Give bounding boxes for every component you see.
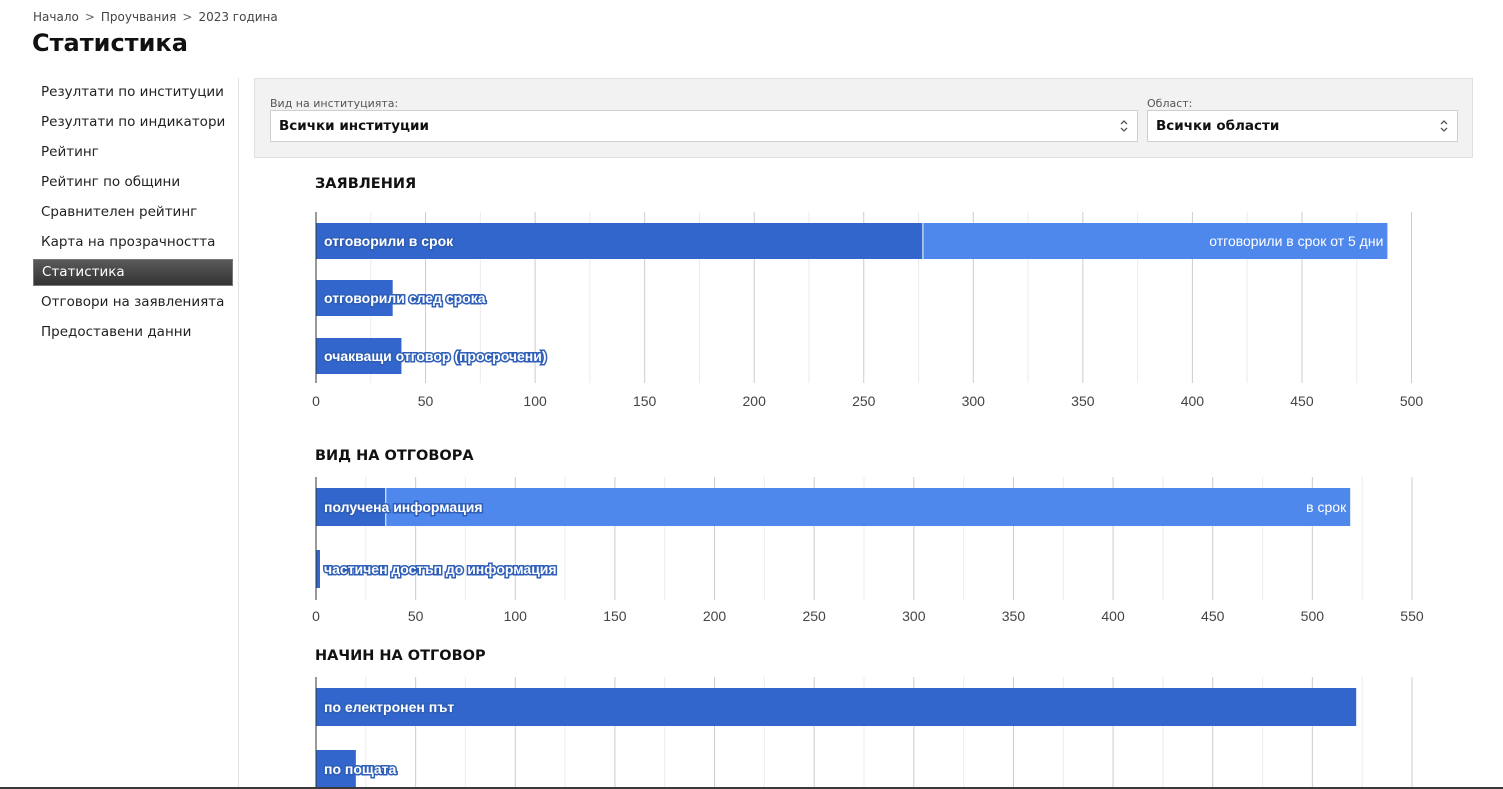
bar-label: по пощата (324, 761, 397, 777)
bar-segment (316, 280, 393, 316)
tick-label: 250 (852, 393, 876, 409)
institution-type-select[interactable]: Всички институции (270, 110, 1138, 142)
page-title: Статистика (32, 29, 188, 57)
sidebar-item-transparency-map[interactable]: Карта на прозрачността (41, 234, 216, 250)
bar-label: отговорили в срок (324, 233, 454, 249)
breadcrumb-separator: > (182, 10, 193, 24)
bar-label: отговорили след срока (324, 290, 486, 306)
bar-label: отговорили в срок от 5 дни (1209, 233, 1383, 249)
tick-label: 50 (418, 393, 434, 409)
tick-label: 150 (633, 393, 657, 409)
sidebar-item-institution-results[interactable]: Резултати по институции (41, 84, 224, 100)
breadcrumb-home-link[interactable]: Начало (33, 10, 79, 24)
bar-label: по електронен път (324, 699, 454, 715)
institution-type-value: Всички институции (279, 118, 429, 134)
tick-label: 300 (902, 608, 926, 624)
region-select[interactable]: Всички области (1147, 110, 1458, 142)
select-arrows-icon (1119, 111, 1129, 153)
tick-label: 450 (1201, 608, 1225, 624)
chart-title-response-type: ВИД НА ОТГОВОРА (315, 448, 474, 464)
tick-label: 150 (603, 608, 627, 624)
tick-label: 200 (743, 393, 767, 409)
region-value: Всички области (1156, 118, 1280, 134)
sidebar-item-comparative-rating[interactable]: Сравнителен рейтинг (41, 204, 198, 220)
bar-segment (316, 688, 1357, 726)
chart-title-response-method: НАЧИН НА ОТГОВОР (315, 648, 486, 664)
select-arrows-icon (1439, 111, 1449, 153)
sidebar-item-request-responses[interactable]: Отговори на заявленията (41, 294, 225, 310)
bar-label: в срок (1306, 499, 1347, 515)
bar-segment (316, 338, 402, 374)
bar-segment (385, 488, 1351, 526)
sidebar-item-provided-data[interactable]: Предоставени данни (41, 324, 192, 340)
sidebar-item-statistics[interactable]: Статистика (33, 259, 233, 286)
bar-segment (316, 488, 386, 526)
sidebar-divider (238, 78, 239, 789)
tick-label: 400 (1181, 393, 1205, 409)
tick-label: 500 (1301, 608, 1325, 624)
breadcrumb-current[interactable]: 2023 година (198, 10, 278, 24)
tick-label: 300 (962, 393, 986, 409)
bar-segment (316, 223, 923, 259)
tick-label: 350 (1071, 393, 1095, 409)
tick-label: 0 (312, 608, 320, 624)
tick-label: 550 (1400, 608, 1424, 624)
sidebar-item-rating[interactable]: Рейтинг (41, 144, 99, 160)
bar-segment (316, 550, 320, 588)
sidebar-item-indicator-results[interactable]: Резултати по индикатори (41, 114, 226, 130)
breadcrumb: Начало > Проучвания > 2023 година (33, 10, 278, 24)
filter-panel: Вид на институцията: Всички институции О… (254, 78, 1473, 158)
sidebar-item-municipality-rating[interactable]: Рейтинг по общини (41, 174, 181, 190)
tick-label: 250 (802, 608, 826, 624)
bar-label: частичен достъп до информация (324, 561, 557, 577)
tick-label: 0 (312, 393, 320, 409)
tick-label: 450 (1290, 393, 1314, 409)
tick-label: 350 (1002, 608, 1026, 624)
institution-type-label: Вид на институцията: (270, 97, 399, 110)
sidebar-nav: Резултати по институции Резултати по инд… (33, 78, 233, 348)
tick-label: 200 (703, 608, 727, 624)
chart-title-requests: ЗАЯВЛЕНИЯ (315, 176, 417, 192)
bar-label: получена информация (324, 499, 483, 515)
page-bottom-border (0, 787, 1503, 789)
breadcrumb-separator: > (84, 10, 95, 24)
tick-label: 50 (408, 608, 424, 624)
bar-segment (316, 750, 356, 788)
tick-label: 400 (1101, 608, 1125, 624)
tick-label: 100 (504, 608, 528, 624)
bar-label: очакващи отговор (просрочени) (324, 348, 547, 364)
tick-label: 500 (1400, 393, 1424, 409)
bar-segment (922, 223, 1388, 259)
breadcrumb-section-link[interactable]: Проучвания (100, 10, 177, 24)
tick-label: 100 (523, 393, 547, 409)
region-label: Област: (1147, 97, 1193, 110)
